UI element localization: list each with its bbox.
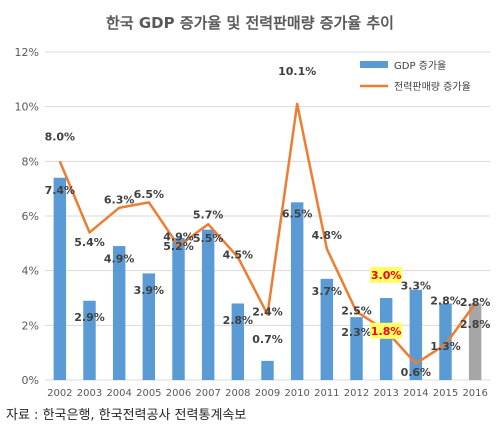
bar-data-label: 0.7% [252,333,283,346]
bar [290,202,304,380]
bar [468,303,482,380]
bar [439,303,452,380]
line-point [445,343,446,345]
line-data-label: 10.1% [278,65,316,78]
line-data-label: 6.5% [134,188,165,201]
line-point [296,103,298,105]
x-tick-label: 2004 [106,388,131,399]
chart-title: 한국 GDP 증가율 및 전력판매량 증가율 추이 [106,14,394,32]
bar [112,246,126,380]
x-tick-label: 2009 [255,388,280,399]
x-tick-label: 2005 [136,388,161,399]
bar-data-label: 3.7% [312,285,343,298]
line-data-label: 2.5% [341,304,372,317]
bar-data-label: 4.9% [104,252,135,265]
bar-data-label: 2.8% [430,295,461,308]
bar [201,229,215,380]
bar-data-label: 5.2% [163,240,194,253]
y-tick-label: 2% [22,319,39,332]
bar [261,360,274,380]
line-data-label: 0.6% [401,366,432,379]
line-data-label: 4.5% [223,248,254,261]
bar [379,298,393,380]
bar-data-label: 3.3% [401,280,432,293]
bar-data-label: 2.8% [223,314,254,327]
bar [83,300,96,380]
x-tick-label: 2003 [77,388,102,399]
line-point [415,363,417,365]
source-note: 자료 : 한국은행, 한국전력공사 전력통계속보 [6,408,247,423]
bar-data-label: 3.9% [134,284,165,297]
line-data-label: 2.8% [460,296,491,309]
line-point [118,207,120,209]
bar-data-label-highlight [370,266,403,283]
x-tick-label: 2008 [225,388,250,399]
x-tick-label: 2014 [403,388,428,399]
line-data-label: 4.8% [312,229,343,242]
bar-data-label: 2.3% [341,326,372,339]
line-point [356,311,357,313]
x-tick-label: 2015 [433,388,458,399]
x-tick-label: 2007 [195,388,220,399]
bar [409,289,423,380]
legend-label-line: 전력판매량 증가율 [394,81,471,93]
bar [320,278,334,380]
x-tick-label: 2006 [166,388,191,399]
line-point [148,201,150,203]
line-data-label-highlight [370,322,403,339]
line-point [267,313,268,315]
line-data-label: 5.7% [193,209,224,222]
bar-data-label: 5.5% [193,232,224,245]
line-data-label: 2.4% [252,306,283,319]
legend-label-bar: GDP 증가율 [394,60,446,72]
y-tick-label: 10% [15,101,39,114]
y-tick-label: 0% [22,374,39,387]
bar [231,303,245,380]
line-data-label: 6.3% [104,194,135,207]
bar-data-label: 6.5% [282,207,313,220]
line-data-label: 5.4% [74,236,105,249]
bar [53,177,67,380]
line-point [474,302,476,304]
x-tick-label: 2010 [284,388,309,399]
y-tick-label: 6% [22,210,39,223]
x-tick-label: 2016 [462,388,487,399]
bar-data-label: 7.4% [45,184,76,197]
y-tick-label: 4% [22,265,39,278]
line-data-label: 4.9% [163,231,194,244]
line-point [178,245,179,247]
line-point [326,248,328,250]
x-tick-label: 2002 [47,388,72,399]
line-point [89,231,90,233]
bar-data-label: 2.8% [460,318,491,331]
bar [350,317,363,380]
y-tick-label: 8% [22,155,39,168]
bar-data-label: 2.9% [74,311,105,324]
line-data-label: 8.0% [45,131,76,144]
x-tick-label: 2012 [344,388,369,399]
line-point [237,256,239,258]
x-tick-label: 2011 [314,388,339,399]
legend-swatch-bar [360,61,388,68]
bar [172,237,185,380]
line-point [59,160,61,162]
bar [142,273,156,380]
bar-data-label: 3.0% [371,269,402,282]
x-tick-label: 2013 [373,388,398,399]
line-data-label: 1.8% [371,325,402,338]
line-point [207,223,209,225]
line-data-label: 1.3% [430,340,461,353]
y-tick-label: 12% [15,46,39,59]
